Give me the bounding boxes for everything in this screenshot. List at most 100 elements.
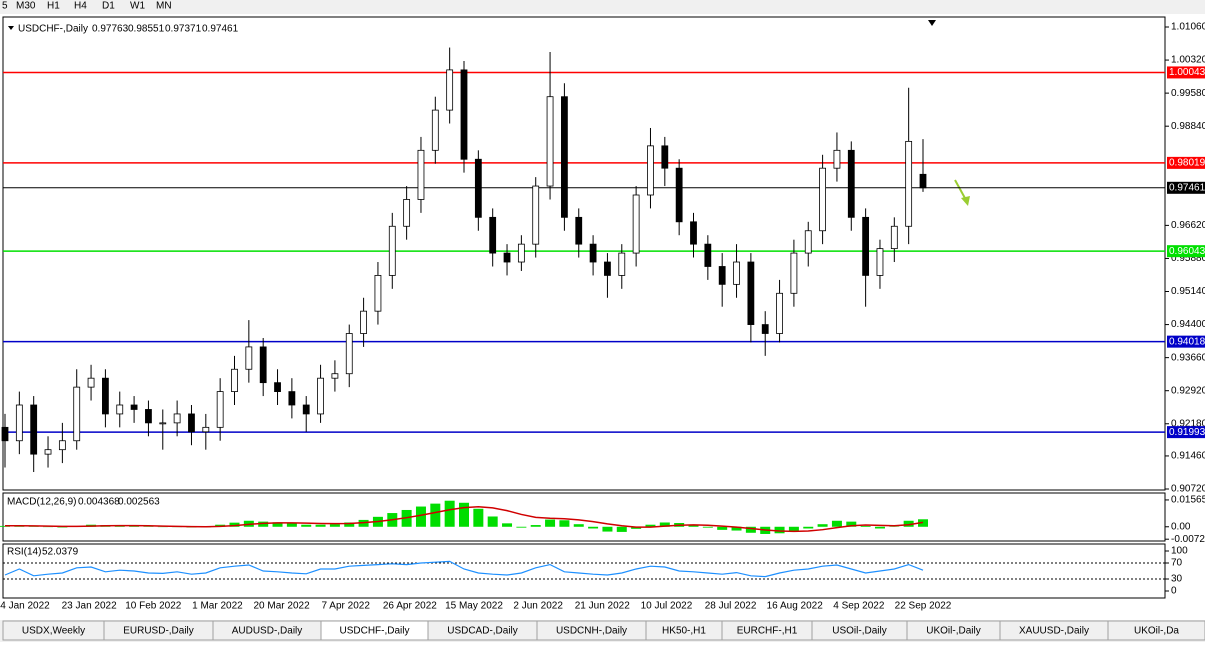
- candle-body: [561, 97, 567, 218]
- macd-bar: [803, 527, 813, 529]
- level-label: 1.00043: [1169, 67, 1205, 78]
- price-label: 0.92920: [1171, 385, 1205, 396]
- rsi-axis-label: 30: [1171, 574, 1183, 585]
- date-label: 16 Aug 2022: [767, 601, 824, 612]
- candle-body: [518, 244, 524, 262]
- toolbar: [0, 0, 1205, 14]
- price-label: 0.98840: [1171, 121, 1205, 132]
- macd-bar: [861, 526, 871, 527]
- tab-label[interactable]: EURCHF-,H1: [737, 626, 798, 637]
- macd-title: MACD(12,26,9): [7, 497, 76, 508]
- price-label: 0.94400: [1171, 319, 1205, 330]
- candle-body: [805, 231, 811, 253]
- candle-body: [820, 168, 826, 231]
- candle-body: [734, 262, 740, 284]
- candle-body: [590, 244, 596, 262]
- tab-label[interactable]: UKOil-,Da: [1134, 626, 1179, 637]
- macd-bar: [316, 525, 326, 527]
- macd-bar: [531, 525, 541, 527]
- arrow: [955, 180, 966, 200]
- date-label: 2 Jun 2022: [513, 601, 563, 612]
- tab-label[interactable]: USDX,Weekly: [22, 626, 85, 637]
- tab-label[interactable]: USOil-,Daily: [832, 626, 886, 637]
- candle-body: [461, 70, 467, 159]
- date-label: 4 Jan 2022: [0, 601, 50, 612]
- macd-value: 0.004368: [78, 497, 120, 508]
- candle-body: [547, 97, 553, 186]
- chart-header: 0.97461: [202, 24, 239, 35]
- candle-body: [303, 405, 309, 414]
- macd-bar: [789, 527, 799, 531]
- timeframe-button: D1: [102, 1, 115, 12]
- shift-marker: [928, 20, 936, 26]
- date-label: 7 Apr 2022: [322, 601, 371, 612]
- candle-body: [418, 150, 424, 199]
- macd-bar: [703, 527, 713, 528]
- candle-body: [705, 244, 711, 266]
- rsi-title: RSI(14): [7, 547, 41, 558]
- macd-bar: [301, 525, 311, 527]
- macd-bar: [488, 516, 498, 526]
- candle-body: [332, 374, 338, 378]
- date-label: 20 Mar 2022: [253, 601, 310, 612]
- macd-bar: [459, 503, 469, 527]
- macd-bar: [516, 527, 526, 528]
- macd-value: 0.002563: [118, 497, 160, 508]
- timeframe-button: H1: [47, 1, 60, 12]
- rsi-axis-label: 70: [1171, 558, 1183, 569]
- candle-body: [361, 311, 367, 333]
- macd-bar: [330, 524, 340, 527]
- date-label: 21 Jun 2022: [575, 601, 630, 612]
- tab-label[interactable]: USDCHF-,Daily: [340, 626, 410, 637]
- date-label: 22 Sep 2022: [895, 601, 952, 612]
- macd-bar: [545, 520, 555, 527]
- macd-bar: [473, 509, 483, 527]
- candle-body: [877, 249, 883, 276]
- candle-body: [834, 150, 840, 168]
- candle-body: [848, 150, 854, 217]
- candle-body: [246, 347, 252, 369]
- rsi-axis-label: 0: [1171, 586, 1177, 597]
- price-label: 1.00320: [1171, 55, 1205, 66]
- price-label: 0.95140: [1171, 286, 1205, 297]
- candle-body: [762, 325, 768, 334]
- macd-bar: [502, 523, 512, 526]
- tab-label[interactable]: HK50-,H1: [662, 626, 706, 637]
- tab-label[interactable]: AUDUSD-,Daily: [232, 626, 303, 637]
- date-label: 4 Sep 2022: [833, 601, 885, 612]
- rsi-panel: [3, 544, 1165, 598]
- tab-label[interactable]: USDCNH-,Daily: [556, 626, 627, 637]
- candle-body: [88, 378, 94, 387]
- timeframe-button: 5: [2, 1, 8, 12]
- level-label: 0.97461: [1169, 182, 1205, 193]
- level-label: 0.91993: [1169, 427, 1205, 438]
- tab-label[interactable]: EURUSD-,Daily: [123, 626, 194, 637]
- candle-body: [647, 146, 653, 195]
- tab-label[interactable]: USDCAD-,Daily: [447, 626, 518, 637]
- candle-body: [217, 392, 223, 428]
- tab-label[interactable]: UKOil-,Daily: [926, 626, 980, 637]
- candle-body: [676, 168, 682, 222]
- price-label: 0.93660: [1171, 352, 1205, 363]
- tab-label[interactable]: XAUUSD-,Daily: [1019, 626, 1089, 637]
- candle-body: [504, 253, 510, 262]
- date-label: 15 May 2022: [445, 601, 503, 612]
- macd-bar: [775, 527, 785, 534]
- candle-body: [145, 409, 151, 422]
- candle-body: [662, 146, 668, 168]
- candle-body: [777, 293, 783, 333]
- candle-body: [691, 222, 697, 244]
- date-label: 28 Jul 2022: [705, 601, 757, 612]
- candle-body: [232, 369, 238, 391]
- candle-body: [447, 70, 453, 110]
- candle-body: [891, 226, 897, 248]
- level-label: 0.98019: [1169, 158, 1205, 169]
- candle-body: [160, 423, 166, 424]
- candle-body: [102, 378, 108, 414]
- candle-body: [188, 414, 194, 432]
- rsi-axis-label: 100: [1171, 546, 1188, 557]
- menu-triangle: [8, 26, 14, 30]
- candle-body: [117, 405, 123, 414]
- macd-bar: [617, 527, 627, 532]
